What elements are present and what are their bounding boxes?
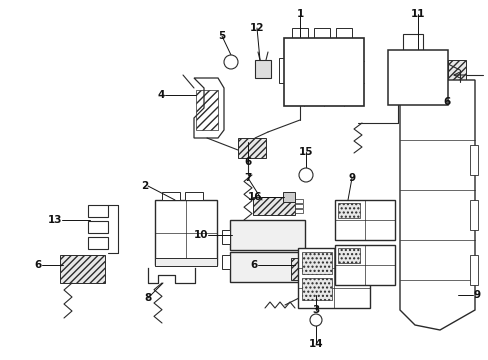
Text: 1: 1 [296, 9, 303, 19]
Bar [284, 38, 363, 106]
Bar [294, 209, 303, 213]
Bar [334, 245, 394, 285]
Circle shape [309, 314, 321, 326]
Bar [252, 197, 294, 215]
Circle shape [224, 55, 238, 69]
Bar [297, 248, 369, 308]
Text: 2: 2 [141, 181, 148, 191]
Bar [447, 60, 465, 90]
Bar [291, 28, 307, 38]
Circle shape [298, 168, 312, 182]
Text: 8: 8 [144, 293, 151, 303]
Bar [222, 230, 229, 244]
Text: 5: 5 [218, 31, 225, 41]
Text: 13: 13 [47, 215, 62, 225]
Text: 10: 10 [193, 230, 207, 240]
Text: 9: 9 [472, 290, 479, 300]
Bar [279, 58, 284, 83]
Text: 4: 4 [157, 90, 164, 100]
Polygon shape [399, 80, 474, 330]
Bar [469, 255, 477, 285]
Bar [196, 90, 218, 130]
Text: 3: 3 [312, 305, 319, 315]
Bar [387, 50, 447, 105]
Text: 15: 15 [298, 147, 313, 157]
Text: 14: 14 [308, 339, 323, 349]
Bar [302, 278, 331, 300]
Text: 9: 9 [348, 173, 355, 183]
Bar [294, 199, 303, 203]
Text: 16: 16 [247, 192, 262, 202]
Bar [238, 138, 265, 158]
Bar [229, 252, 305, 282]
Bar [334, 200, 394, 240]
Bar [88, 237, 108, 249]
Text: 6: 6 [244, 157, 251, 167]
Text: 12: 12 [249, 23, 264, 33]
Bar [88, 205, 108, 217]
Bar [162, 192, 180, 200]
Text: 11: 11 [410, 9, 425, 19]
Bar [337, 203, 359, 218]
Bar [283, 192, 294, 202]
Bar [184, 192, 203, 200]
Bar [88, 221, 108, 233]
Text: 6: 6 [250, 260, 258, 270]
Bar [335, 28, 351, 38]
Bar [155, 200, 217, 265]
Bar [302, 252, 331, 274]
Bar [60, 255, 105, 283]
Bar [402, 34, 422, 50]
Text: 7: 7 [244, 173, 251, 183]
Bar [337, 248, 359, 263]
Bar [290, 258, 325, 280]
Bar [469, 200, 477, 230]
Text: 6: 6 [35, 260, 42, 270]
Bar [313, 28, 329, 38]
Bar [469, 145, 477, 175]
Bar [254, 60, 270, 78]
Polygon shape [194, 78, 224, 138]
Bar [155, 258, 217, 266]
Text: 6: 6 [442, 97, 449, 107]
Bar [222, 255, 229, 269]
Bar [294, 204, 303, 208]
Bar [229, 220, 305, 250]
